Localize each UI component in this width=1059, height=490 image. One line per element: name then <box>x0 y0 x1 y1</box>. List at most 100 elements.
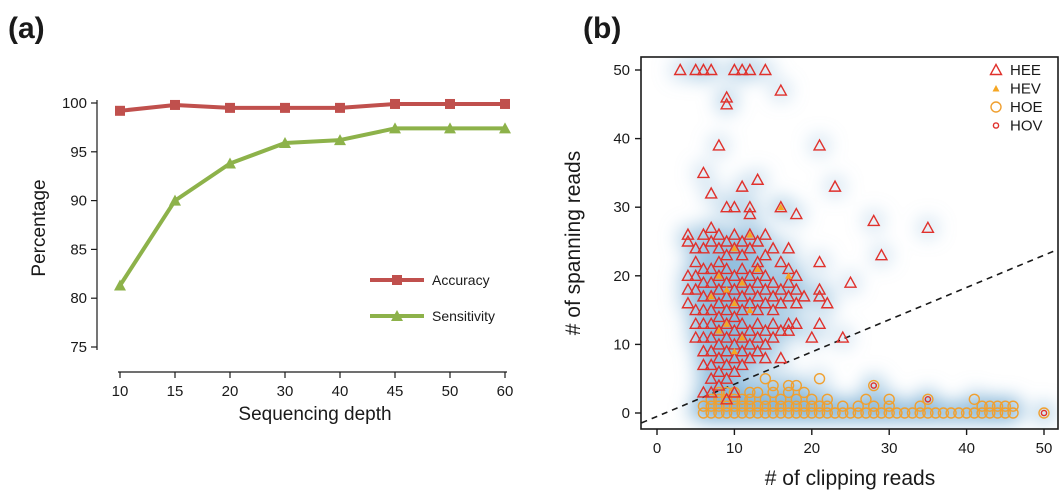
panel-b-point-hoe <box>751 407 764 419</box>
panel-b-point-hee <box>719 330 734 343</box>
panel-b-y-tick-label: 10 <box>613 336 630 353</box>
panel-b-point-hoe <box>898 407 911 419</box>
panel-b-point-hee <box>727 385 742 398</box>
panel-b-point-hee <box>727 200 742 213</box>
panel-b-point-hee <box>727 296 742 309</box>
panel-b-point-hee <box>704 234 718 247</box>
panel-b-point-hoe <box>775 407 787 419</box>
panel-b-point-hee <box>743 337 757 350</box>
panel-a-y-tick-label: 85 <box>70 241 87 258</box>
panel-b-point-hoe <box>728 400 741 412</box>
panel-b-point-hoe <box>759 393 772 405</box>
panel-b-density-blob <box>700 182 723 205</box>
panel-b-point-hev <box>715 327 723 334</box>
panel-b-point-hee <box>681 282 695 295</box>
panel-b-point-hee <box>696 63 711 76</box>
panel-b-point-hee <box>727 364 742 378</box>
panel-b-point-hee <box>689 330 703 343</box>
panel-b-point-hee <box>704 289 718 302</box>
panel-b-point-hoe <box>999 407 1011 419</box>
panel-b-point-hee <box>750 316 765 330</box>
panel-b-point-hee <box>727 268 742 281</box>
panel-b-point-hee <box>727 351 742 364</box>
panel-b-point-hoe <box>821 400 833 412</box>
panel-b-point-hee <box>704 63 718 76</box>
panel-b-density-blob <box>808 367 831 390</box>
panel-b-point-hoe <box>852 400 864 412</box>
panel-b-point-hoe <box>991 400 1004 412</box>
panel-b-point-hoe <box>1007 400 1019 412</box>
panel-b-point-hee <box>789 268 804 281</box>
panel-b-density-blob <box>754 59 777 81</box>
panel-b-point-hoe <box>713 400 725 412</box>
panel-b-point-hoe <box>821 393 833 405</box>
panel-b-point-hoe <box>837 400 849 412</box>
panel-b-point-hee <box>874 248 889 261</box>
panel-b-point-hee <box>696 227 711 240</box>
panel-b-point-hoe <box>782 407 795 419</box>
panel-b-point-hee <box>743 207 757 220</box>
panel-b-point-hee <box>735 179 749 192</box>
panel-b-point-hoe <box>883 393 895 405</box>
panel-b-point-hev <box>785 272 793 279</box>
panel-b-point-hoe <box>976 407 988 419</box>
panel-b-point-hee <box>735 344 749 357</box>
panel-b-point-hee <box>712 323 726 336</box>
panel-b-legend-label: HOV <box>1010 118 1043 135</box>
panel-b-point-hee <box>673 63 687 76</box>
panel-b-point-hov <box>870 382 878 389</box>
panel-a-y-tick-label: 75 <box>70 339 87 356</box>
panel-b-point-hee <box>689 268 703 281</box>
panel-b-point-hee <box>758 282 773 295</box>
panel-b-point-hoe <box>798 407 810 419</box>
panel-b-point-hoe <box>705 393 717 405</box>
panel-b-point-hee <box>704 275 718 288</box>
panel-b-point-hee <box>712 351 726 364</box>
panel-b-density-blob <box>808 134 831 157</box>
panel-b-point-hoe <box>744 386 756 399</box>
panel-b-point-hee <box>696 275 711 288</box>
panel-b-point-hee <box>719 289 734 302</box>
panel-b-point-hoe <box>705 400 717 412</box>
panel-b-point-hee <box>704 303 718 316</box>
panel-b-label: (b) <box>583 12 621 45</box>
panel-b-point-hee <box>727 227 742 240</box>
panel-b-point-hee <box>812 282 827 295</box>
panel-b-point-hee <box>758 337 773 350</box>
panel-a-point-accuracy <box>170 99 180 110</box>
panel-b-point-hee <box>696 261 711 275</box>
panel-b-y-tick-label: 30 <box>613 199 630 216</box>
panel-a-series <box>114 98 511 291</box>
panel-a-point-sensitivity <box>279 137 291 149</box>
panel-b-point-hee <box>750 172 765 185</box>
panel-b-point-hee <box>719 90 734 103</box>
panel-b-point-hee <box>774 200 788 213</box>
panel-b-point-hee <box>712 364 726 378</box>
panel-a-x-tick-label: 15 <box>167 383 184 400</box>
panel-b-point-hee <box>758 323 773 336</box>
panel-b-point-hov <box>1040 409 1048 417</box>
panel-b-point-hee <box>735 316 749 330</box>
panel-b-point-hee <box>828 179 842 192</box>
panel-b-point-hee <box>696 316 711 330</box>
panel-b-point-hee <box>766 241 780 254</box>
panel-a-point-sensitivity <box>444 122 456 134</box>
panel-b-point-hoe <box>798 386 810 399</box>
panel-b-point-hee <box>774 296 788 309</box>
panel-b-point-hoe <box>806 393 818 405</box>
panel-b-x-tick-label: 20 <box>803 440 820 457</box>
panel-b-point-hee <box>758 351 773 364</box>
panel-b-point-hoe <box>790 400 803 412</box>
panel-b-point-hee <box>719 200 734 213</box>
panel-b-point-hee <box>750 261 765 275</box>
panel-b-point-hee <box>689 316 703 330</box>
panel-a-x-tick-label: 40 <box>332 383 349 400</box>
panel-a-legend-label: Accuracy <box>432 272 490 288</box>
panel-b-point-hee <box>681 234 695 247</box>
panel-b-point-hoe <box>736 407 748 419</box>
panel-b-point-hee <box>781 323 796 336</box>
panel-b-point-hee <box>735 289 749 302</box>
